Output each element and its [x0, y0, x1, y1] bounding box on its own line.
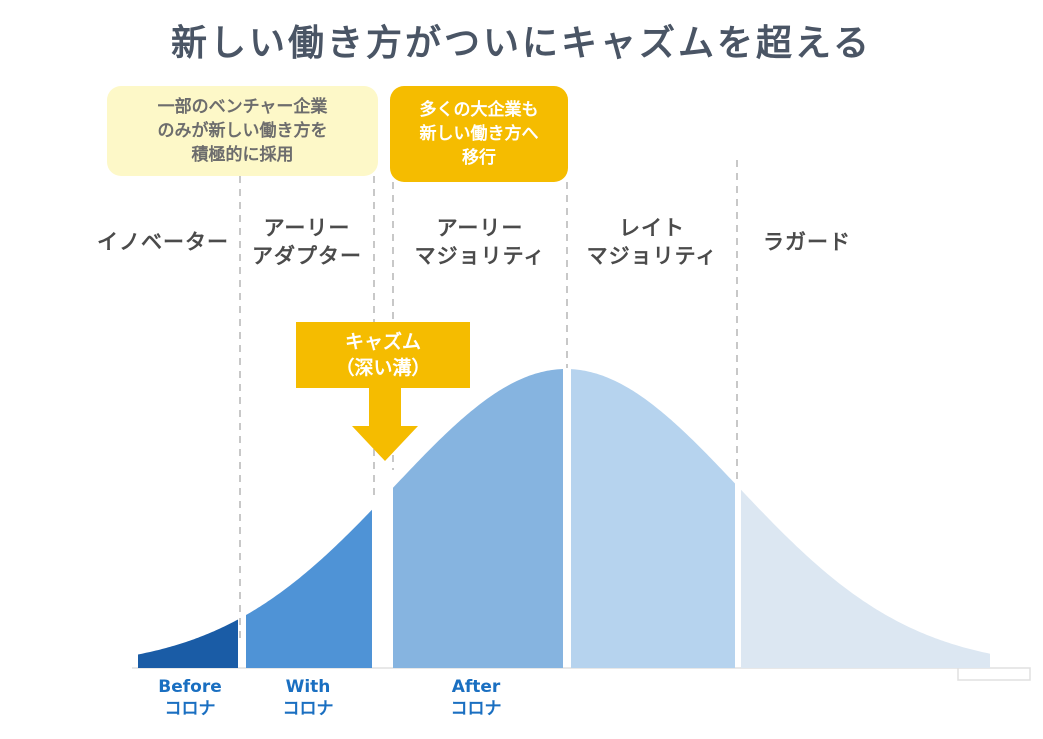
callout-line: のみが新しい働き方を: [157, 121, 328, 141]
era-label-line: After: [451, 677, 501, 697]
callout-line: 積極的に採用: [191, 145, 294, 165]
segment-label-line: マジョリティ: [586, 244, 718, 268]
era-label-before: Before コロナ: [140, 676, 240, 720]
callout-line: 多くの大企業も: [419, 100, 539, 120]
segment-label-innovators: イノベーター: [88, 228, 238, 256]
segment-label-line: イノベーター: [97, 230, 229, 254]
segment-label-late-majority: レイト マジョリティ: [572, 214, 732, 270]
segment-label-line: アーリー: [263, 216, 351, 240]
era-label-line: コロナ: [164, 699, 216, 719]
page-title: 新しい働き方がついにキャズムを超える: [171, 23, 872, 64]
curve-segment-late-majority: [571, 369, 735, 668]
curve-segment-innovators: [138, 619, 238, 668]
era-label-with: With コロナ: [258, 676, 358, 720]
segment-label-line: マジョリティ: [414, 244, 546, 268]
callout-majority-adoption: 多くの大企業も 新しい働き方へ 移行: [390, 86, 568, 182]
curve-segment-laggards: [741, 489, 990, 668]
segment-label-line: アーリー: [436, 216, 524, 240]
segment-label-laggards: ラガード: [752, 228, 862, 256]
chasm-label-box: キャズム （深い溝）: [296, 322, 470, 388]
callout-line: 新しい働き方へ: [419, 124, 539, 144]
callout-line: 一部のベンチャー企業: [157, 97, 328, 117]
chasm-subtitle: （深い溝）: [335, 357, 431, 379]
segment-label-line: ラガード: [763, 230, 851, 254]
era-label-after: After コロナ: [426, 676, 526, 720]
chasm-title: キャズム: [344, 331, 421, 353]
segment-label-line: レイト: [619, 216, 685, 240]
curve-segment-early-adopters: [246, 509, 372, 668]
callout-minority-adoption: 一部のベンチャー企業 のみが新しい働き方を 積極的に採用: [107, 86, 378, 176]
era-label-line: With: [285, 677, 331, 697]
segment-label-line: アダプター: [252, 244, 362, 268]
segment-label-early-adopters: アーリー アダプター: [244, 214, 370, 270]
era-label-line: コロナ: [282, 699, 334, 719]
chasm-arrow-icon: [352, 388, 418, 461]
segment-label-early-majority: アーリー マジョリティ: [400, 214, 560, 270]
callout-line: 移行: [462, 148, 496, 168]
curve-segment-early-majority: [393, 369, 563, 668]
era-label-line: Before: [158, 677, 222, 697]
era-label-line: コロナ: [450, 699, 502, 719]
